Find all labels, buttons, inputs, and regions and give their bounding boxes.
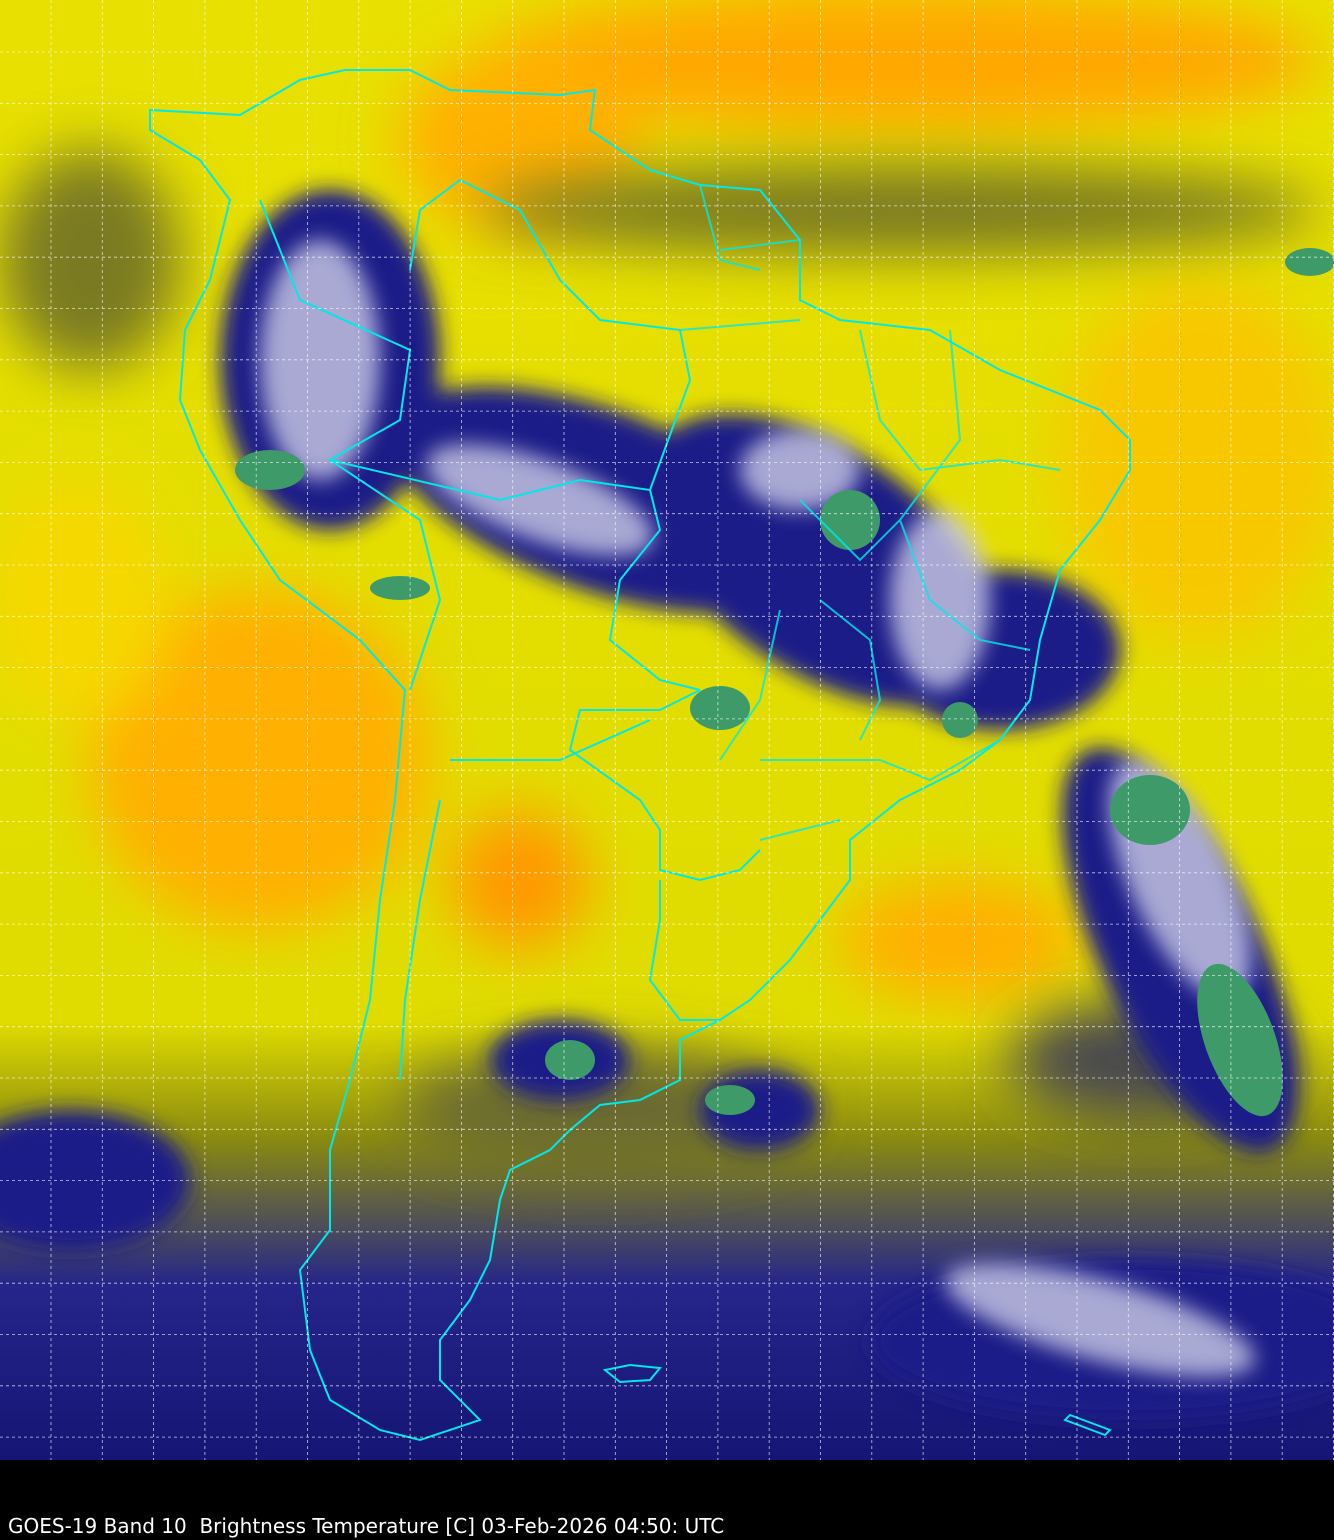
south-georgia bbox=[1063, 1413, 1112, 1437]
south-america-outline bbox=[149, 69, 1131, 1442]
coastlines-and-borders bbox=[149, 69, 1131, 1442]
satellite-image bbox=[0, 0, 1334, 1460]
warm-dry-regions bbox=[0, 0, 1334, 1000]
falkland-islands bbox=[602, 1363, 662, 1384]
country-borders bbox=[259, 178, 761, 1081]
lat-lon-grid bbox=[0, 0, 1334, 1460]
image-caption: GOES-19 Band 10 Brightness Temperature [… bbox=[8, 1514, 725, 1538]
state-borders bbox=[679, 184, 1061, 841]
